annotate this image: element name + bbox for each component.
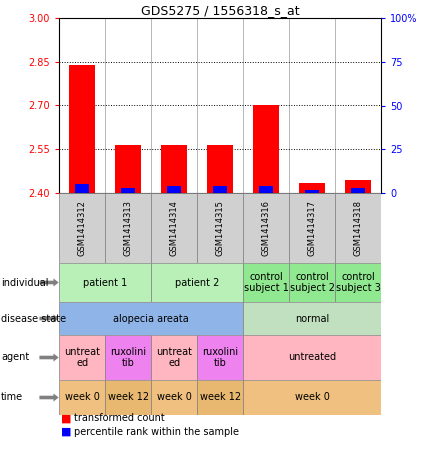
Text: control
subject 1: control subject 1 xyxy=(244,272,289,293)
Bar xyxy=(167,186,181,193)
Text: percentile rank within the sample: percentile rank within the sample xyxy=(74,427,240,437)
Bar xyxy=(197,193,243,263)
Bar xyxy=(243,302,381,335)
Text: control
subject 3: control subject 3 xyxy=(336,272,381,293)
Bar xyxy=(162,145,187,193)
Bar xyxy=(116,145,141,193)
Bar xyxy=(75,184,89,193)
Text: control
subject 2: control subject 2 xyxy=(290,272,335,293)
Bar xyxy=(59,302,243,335)
Bar xyxy=(305,189,319,193)
Text: time: time xyxy=(1,392,23,403)
Bar xyxy=(105,335,151,380)
Text: ruxolini
tib: ruxolini tib xyxy=(202,347,238,368)
Text: patient 2: patient 2 xyxy=(175,278,219,288)
Bar xyxy=(121,188,135,193)
Bar xyxy=(59,193,105,263)
Bar xyxy=(70,65,95,193)
Bar xyxy=(151,193,197,263)
Text: agent: agent xyxy=(1,352,29,362)
Text: ■: ■ xyxy=(61,427,72,437)
Text: untreated: untreated xyxy=(288,352,336,362)
Bar xyxy=(59,380,105,415)
Title: GDS5275 / 1556318_s_at: GDS5275 / 1556318_s_at xyxy=(141,4,300,17)
Text: individual: individual xyxy=(1,278,48,288)
Bar xyxy=(289,263,335,302)
Bar xyxy=(243,193,289,263)
Text: ■: ■ xyxy=(61,413,72,423)
Bar xyxy=(105,193,151,263)
Bar xyxy=(351,188,365,193)
Bar xyxy=(254,106,279,193)
Bar xyxy=(335,193,381,263)
Text: transformed count: transformed count xyxy=(74,413,165,423)
Bar xyxy=(59,335,105,380)
Bar xyxy=(243,263,289,302)
Bar xyxy=(346,180,371,193)
Bar xyxy=(300,183,325,193)
Bar xyxy=(151,380,197,415)
Bar xyxy=(335,263,381,302)
Bar xyxy=(151,263,243,302)
Bar xyxy=(259,186,273,193)
Text: GSM1414317: GSM1414317 xyxy=(307,200,317,256)
Text: GSM1414314: GSM1414314 xyxy=(170,200,179,256)
Bar xyxy=(213,186,227,193)
Text: alopecia areata: alopecia areata xyxy=(113,313,189,323)
Text: GSM1414313: GSM1414313 xyxy=(124,200,133,256)
Text: untreat
ed: untreat ed xyxy=(64,347,100,368)
Bar xyxy=(59,263,151,302)
Bar xyxy=(208,145,233,193)
Bar xyxy=(289,193,335,263)
Text: patient 1: patient 1 xyxy=(83,278,127,288)
Text: week 12: week 12 xyxy=(200,392,240,403)
Text: week 12: week 12 xyxy=(108,392,148,403)
Text: GSM1414312: GSM1414312 xyxy=(78,200,87,256)
Bar xyxy=(197,380,243,415)
Bar xyxy=(151,335,197,380)
Text: GSM1414315: GSM1414315 xyxy=(215,200,225,256)
Bar xyxy=(197,335,243,380)
Text: normal: normal xyxy=(295,313,329,323)
Bar xyxy=(105,380,151,415)
Text: GSM1414316: GSM1414316 xyxy=(261,200,271,256)
Bar xyxy=(243,335,381,380)
Bar xyxy=(243,380,381,415)
Text: week 0: week 0 xyxy=(295,392,329,403)
Text: ruxolini
tib: ruxolini tib xyxy=(110,347,146,368)
Text: disease state: disease state xyxy=(1,313,66,323)
Text: week 0: week 0 xyxy=(157,392,191,403)
Text: week 0: week 0 xyxy=(65,392,99,403)
Text: GSM1414318: GSM1414318 xyxy=(353,200,363,256)
Text: untreat
ed: untreat ed xyxy=(156,347,192,368)
